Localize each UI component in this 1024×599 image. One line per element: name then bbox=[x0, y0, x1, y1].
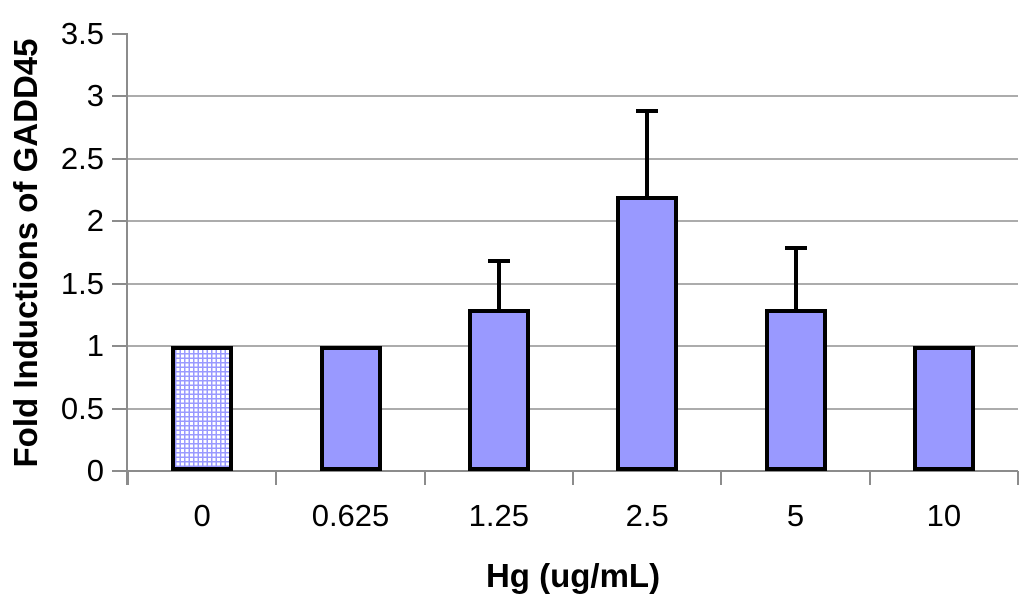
x-axis-tick bbox=[127, 471, 129, 485]
y-axis-tick bbox=[112, 407, 128, 410]
gridline bbox=[128, 95, 1018, 97]
error-bar-line bbox=[645, 108, 650, 196]
y-tick-label: 2.5 bbox=[60, 140, 104, 176]
error-bar-line bbox=[793, 246, 798, 309]
x-axis-tick bbox=[275, 471, 278, 485]
gridline bbox=[128, 282, 1018, 285]
gridline bbox=[128, 220, 1018, 222]
x-tick-label: 0 bbox=[193, 498, 211, 533]
y-tick-label: 2 bbox=[86, 203, 104, 238]
y-axis-tick bbox=[112, 32, 128, 35]
y-axis-tick bbox=[112, 157, 128, 160]
error-bar-cap bbox=[784, 246, 807, 250]
x-tick-label: 2.5 bbox=[625, 498, 669, 533]
x-axis-tick bbox=[868, 471, 871, 485]
y-tick-label: 3 bbox=[86, 78, 104, 113]
bar bbox=[171, 346, 234, 471]
x-axis-line bbox=[112, 470, 1018, 472]
y-tick-label: 1.5 bbox=[60, 265, 104, 301]
gridline bbox=[128, 407, 1018, 410]
y-tick-label: 0.5 bbox=[60, 390, 104, 426]
gridline bbox=[128, 345, 1018, 347]
y-tick-label: 1 bbox=[86, 328, 104, 363]
x-axis-tick bbox=[1017, 471, 1019, 485]
error-bar-cap bbox=[636, 108, 659, 113]
x-axis-title: Hg (ug/mL) bbox=[485, 557, 661, 594]
gridline bbox=[128, 157, 1018, 160]
x-tick-label: 10 bbox=[926, 498, 962, 533]
error-bar-cap bbox=[487, 258, 510, 263]
y-axis-tick bbox=[112, 220, 128, 222]
error-bar-line bbox=[496, 258, 501, 309]
bar bbox=[764, 308, 827, 471]
y-tick-label: 3.5 bbox=[60, 15, 104, 51]
y-tick-label: 0 bbox=[86, 453, 104, 488]
x-tick-label: 0.625 bbox=[311, 498, 390, 533]
bar bbox=[912, 346, 975, 471]
x-tick-label: 1.25 bbox=[468, 498, 529, 533]
bar bbox=[616, 196, 679, 471]
bar bbox=[319, 346, 382, 471]
x-tick-label: 5 bbox=[786, 498, 805, 533]
x-axis-tick bbox=[423, 471, 426, 485]
y-axis-tick bbox=[112, 95, 128, 97]
x-axis-tick bbox=[720, 471, 723, 485]
bar bbox=[467, 308, 530, 471]
y-axis-tick bbox=[112, 345, 128, 347]
y-axis-line bbox=[126, 33, 128, 485]
y-axis-tick bbox=[112, 282, 128, 285]
x-axis-tick bbox=[572, 471, 574, 485]
